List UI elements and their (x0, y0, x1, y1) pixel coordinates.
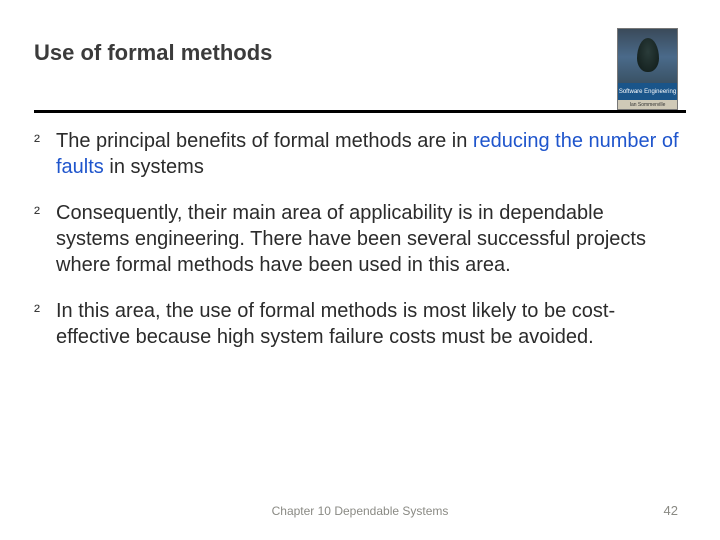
list-item: ² The principal benefits of formal metho… (34, 128, 680, 180)
logo-band-text: Software Engineering (619, 89, 676, 95)
header: Use of formal methods (0, 0, 720, 80)
content: ² The principal benefits of formal metho… (34, 128, 680, 370)
chapter-label: Chapter 10 Dependable Systems (272, 504, 449, 518)
slide: Use of formal methods Software Engineeri… (0, 0, 720, 540)
logo-author: Ian Sommerville (618, 100, 677, 109)
bullet-suffix: in systems (104, 156, 204, 178)
bullet-prefix: The principal benefits of formal methods… (56, 130, 473, 152)
bullet-text: In this area, the use of formal methods … (56, 298, 680, 350)
bullet-text: The principal benefits of formal methods… (56, 128, 680, 180)
bullet-text: Consequently, their main area of applica… (56, 200, 680, 278)
book-cover-logo: Software Engineering Ian Sommerville (617, 28, 678, 110)
footer: Chapter 10 Dependable Systems (0, 504, 720, 518)
divider (34, 110, 686, 113)
list-item: ² In this area, the use of formal method… (34, 298, 680, 350)
bullet-prefix: Consequently, their main area of applica… (56, 202, 646, 276)
bullet-marker-icon: ² (34, 200, 56, 226)
page-number: 42 (664, 503, 678, 518)
bullet-marker-icon: ² (34, 128, 56, 154)
bullet-marker-icon: ² (34, 298, 56, 324)
gherkin-icon (637, 38, 659, 72)
list-item: ² Consequently, their main area of appli… (34, 200, 680, 278)
bullet-prefix: In this area, the use of formal methods … (56, 300, 615, 348)
logo-band: Software Engineering (618, 83, 677, 100)
